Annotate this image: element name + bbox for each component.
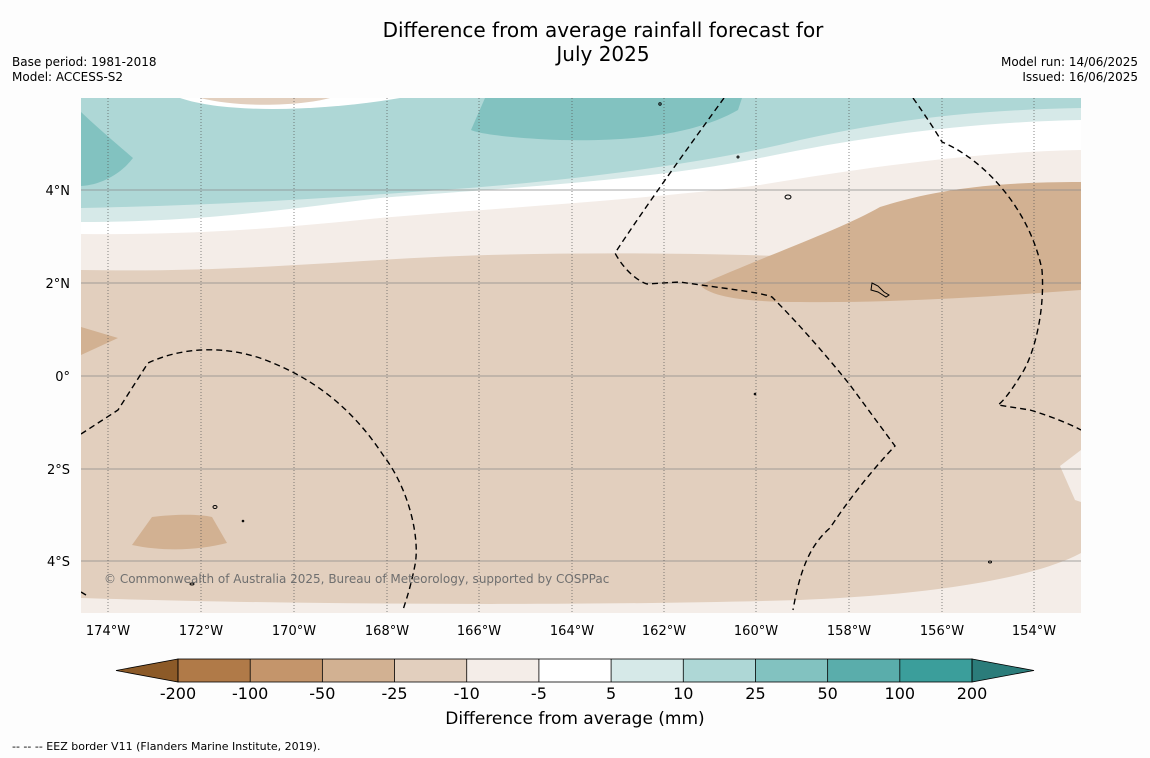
- islands: [189, 102, 992, 586]
- title-line-1: Difference from average rainfall forecas…: [382, 18, 824, 42]
- colorbar-extend-high: [971, 658, 1035, 683]
- colorbar-extend-low: [115, 658, 179, 683]
- wet-strong-central: [471, 98, 742, 141]
- colorbar-tick-label: -10: [454, 684, 480, 703]
- island-c: [658, 102, 662, 106]
- model-run: Model run: 14/06/2025: [1000, 55, 1138, 69]
- island-a: [784, 194, 792, 200]
- lon-label: 174°W: [86, 624, 130, 639]
- model-name: Model: ACCESS-S2: [12, 70, 124, 84]
- eez-legend-footer: -- -- -- EEZ border V11 (Flanders Marine…: [12, 740, 321, 753]
- colorbar-tick-label: 100: [885, 684, 916, 703]
- base-period: Base period: 1981-2018: [12, 55, 157, 69]
- dry-strong-west: [81, 327, 118, 355]
- lon-label: 168°W: [365, 624, 409, 639]
- eez-border-west: [81, 349, 417, 611]
- longitude-labels: 174°W 172°W 170°W 168°W 166°W 164°W 162°W 160°W…: [86, 624, 1056, 639]
- lat-label: 4°N: [46, 184, 71, 199]
- colorbar-segment: [683, 659, 756, 682]
- copyright-notice: © Commonwealth of Australia 2025, Bureau…: [104, 572, 610, 586]
- island-b: [870, 282, 890, 298]
- colorbar-tick-label: 25: [745, 684, 765, 703]
- lat-label: 2°S: [47, 463, 70, 478]
- colorbar-segment: [466, 659, 539, 682]
- issued-date: Issued: 16/06/2025: [1022, 70, 1138, 84]
- colorbar-segment: [899, 659, 972, 682]
- colorbar-segment: [538, 659, 612, 682]
- colorbar-segment: [322, 659, 395, 682]
- colorbar-segment: [827, 659, 900, 682]
- dry-strong-southwest: [132, 514, 227, 550]
- colorbar-tick-label: 200: [957, 684, 988, 703]
- lat-label: 4°S: [47, 555, 70, 570]
- lon-label: 162°W: [642, 624, 686, 639]
- colorbar-segment: [611, 659, 684, 682]
- colorbar-tick-label: -5: [531, 684, 547, 703]
- colorbar-tick-label: -25: [381, 684, 407, 703]
- map-title: Difference from average rainfall forecas…: [0, 18, 1150, 66]
- colorbar: -200 -100 -50 -25 -10 -5 5 10 25 50 100 200: [115, 658, 1035, 703]
- colorbar-tick-label: -200: [160, 684, 196, 703]
- colorbar-tick-label: -50: [309, 684, 335, 703]
- wet-strong-west: [81, 112, 133, 186]
- lon-label: 166°W: [457, 624, 501, 639]
- island-g: [241, 519, 245, 523]
- colorbar-tick-label: -100: [232, 684, 268, 703]
- dry-light-east: [1060, 450, 1081, 502]
- colorbar-title: Difference from average (mm): [445, 709, 705, 729]
- island-h: [189, 582, 195, 586]
- dry-cap: [200, 98, 330, 105]
- eez-borders: [81, 98, 1081, 611]
- latitude-labels: 4°N 2°N 0° 2°S 4°S: [46, 184, 71, 570]
- title-line-2: July 2025: [556, 42, 650, 66]
- lon-label: 154°W: [1012, 624, 1056, 639]
- lon-label: 158°W: [827, 624, 871, 639]
- colorbar-segment: [178, 659, 251, 682]
- dry-light-south: [81, 553, 1081, 613]
- colorbar-tick-label: 5: [606, 684, 616, 703]
- eez-border-fragment: [81, 591, 87, 596]
- island-e: [753, 392, 757, 396]
- meta-left: Base period: 1981-2018 Model: ACCESS-S2: [12, 55, 157, 85]
- lon-label: 164°W: [550, 624, 594, 639]
- wet-region: [81, 98, 1081, 208]
- colorbar-tick-label: 10: [673, 684, 693, 703]
- colorbar-segment: [755, 659, 828, 682]
- colorbar-tick-label: 50: [817, 684, 837, 703]
- map-area: [81, 98, 1081, 613]
- dry-strong-east: [700, 182, 1081, 303]
- lat-label: 2°N: [46, 277, 71, 292]
- graticule: [81, 98, 1081, 613]
- meta-right: Model run: 14/06/2025 Issued: 16/06/2025: [1001, 55, 1138, 85]
- island-d: [736, 155, 740, 159]
- eez-border-east: [912, 98, 1081, 431]
- colorbar-segment: [250, 659, 323, 682]
- lon-label: 170°W: [272, 624, 316, 639]
- island-i: [988, 560, 992, 564]
- lon-label: 172°W: [179, 624, 223, 639]
- colorbar-segment: [394, 659, 467, 682]
- lon-label: 156°W: [920, 624, 964, 639]
- lon-label: 160°W: [734, 624, 778, 639]
- eez-border-central: [614, 98, 896, 611]
- island-f: [212, 505, 218, 509]
- lat-label: 0°: [55, 370, 70, 385]
